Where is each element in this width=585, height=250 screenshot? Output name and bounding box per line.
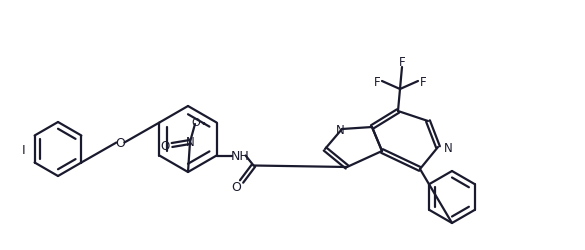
- Text: O: O: [115, 136, 125, 149]
- Text: O: O: [160, 139, 170, 152]
- Text: N: N: [336, 123, 345, 136]
- Text: N: N: [185, 136, 194, 149]
- Text: F: F: [399, 56, 405, 69]
- Text: •: •: [200, 118, 206, 128]
- Text: N: N: [444, 141, 453, 154]
- Text: O: O: [232, 180, 242, 193]
- Text: F: F: [419, 75, 426, 88]
- Text: O: O: [192, 118, 201, 128]
- Text: NH: NH: [231, 150, 250, 162]
- Text: I: I: [22, 143, 26, 156]
- Text: F: F: [374, 75, 380, 88]
